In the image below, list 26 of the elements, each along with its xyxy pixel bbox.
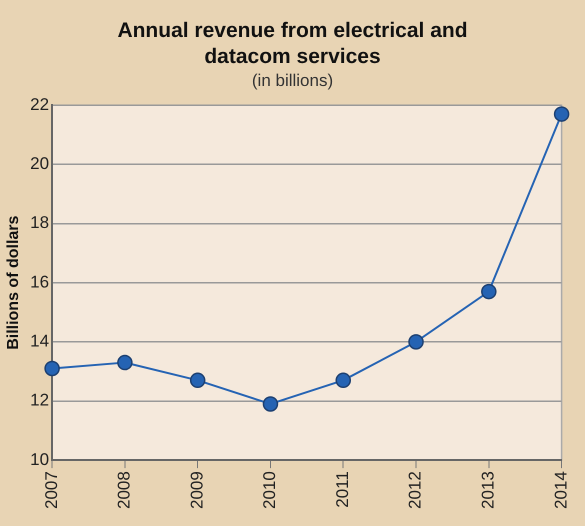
- point: [190, 372, 206, 388]
- point: [262, 396, 278, 412]
- point: [44, 360, 60, 376]
- x-tick-label: 2014: [551, 471, 570, 510]
- x-tick-label: 2013: [478, 471, 498, 510]
- y-tick-label: 20: [30, 154, 50, 174]
- chart-title: Annual revenue from electrical and datacom services: [116, 18, 469, 70]
- y-tick-label: 16: [30, 272, 50, 292]
- y-tick-label: 14: [30, 332, 50, 351]
- x-tick-label: 2012: [406, 471, 425, 510]
- point: [554, 106, 570, 122]
- chart-subtitle: (in billions): [250, 70, 334, 92]
- point: [408, 334, 424, 350]
- point: [117, 354, 133, 370]
- point: [481, 284, 497, 300]
- y-tick-label: 18: [30, 213, 50, 232]
- y-tick-label: 12: [30, 390, 50, 410]
- y-axis-title: Billions of dollars: [5, 215, 22, 350]
- x-tick-label: 2007: [42, 471, 61, 510]
- x-tick-label: 2009: [187, 471, 206, 510]
- x-tick-label: 2011: [332, 471, 352, 508]
- x-tick-label: 2008: [114, 471, 134, 510]
- x-tick-label: 2010: [260, 471, 280, 510]
- y-tick-label: 22: [30, 94, 50, 114]
- y-tick-label: 10: [30, 450, 50, 469]
- point: [335, 372, 351, 388]
